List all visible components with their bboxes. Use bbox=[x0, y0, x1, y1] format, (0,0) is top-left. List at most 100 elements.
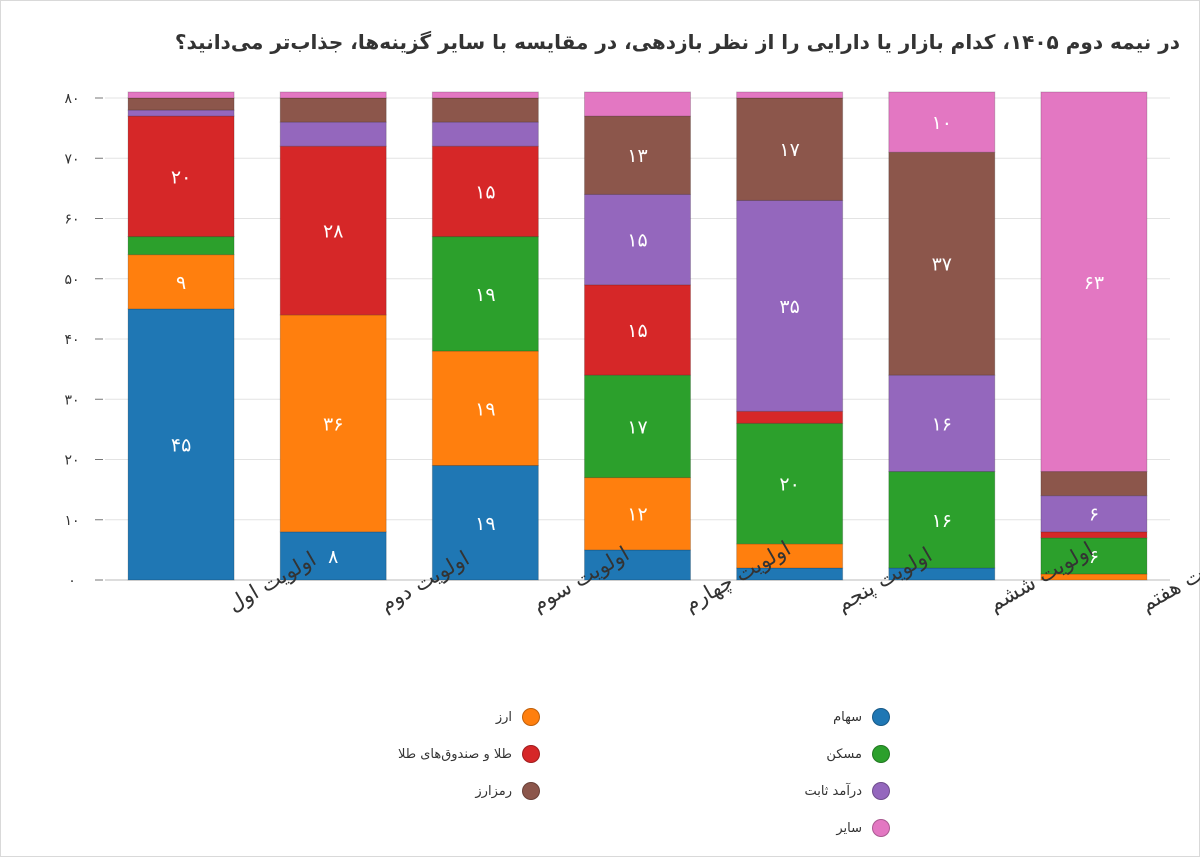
legend-swatch bbox=[872, 782, 890, 800]
bar-segment bbox=[431, 465, 539, 581]
bar-segment bbox=[888, 91, 996, 153]
data-label: ۶ bbox=[1089, 546, 1099, 568]
bar-segment bbox=[736, 543, 844, 569]
bar-segment bbox=[279, 91, 387, 99]
data-label: ۸ bbox=[328, 546, 338, 568]
bar-segment bbox=[279, 121, 387, 147]
y-tick-label: ۳۰ bbox=[64, 392, 79, 408]
bar-segment bbox=[584, 193, 691, 286]
bar-segment bbox=[279, 97, 387, 123]
y-tick-label: ۸۰ bbox=[64, 91, 79, 107]
bar-segment bbox=[127, 91, 235, 99]
y-tick-label: ۷۰ bbox=[64, 151, 79, 167]
data-label: ۲۸ bbox=[323, 221, 343, 243]
legend-item: طلا و صندوق‌های طلا bbox=[398, 745, 540, 763]
y-axis-ticks: ۰ ۱۰ ۲۰ ۳۰ ۴۰ ۵۰ ۶۰ ۷۰ ۸۰ bbox=[64, 91, 103, 589]
bar-segment bbox=[127, 236, 235, 256]
data-label: ۱۳ bbox=[627, 145, 647, 167]
legend-label: سایر bbox=[836, 820, 862, 836]
bar-segment bbox=[888, 471, 996, 569]
bar-segment bbox=[736, 567, 844, 581]
legend-swatch bbox=[872, 708, 890, 726]
bar-segment bbox=[1040, 531, 1148, 539]
bar-segment bbox=[1040, 471, 1148, 497]
bars bbox=[127, 91, 1148, 581]
bar-segment bbox=[1040, 537, 1148, 575]
legend-label: سهام bbox=[833, 709, 862, 725]
bar-segment bbox=[127, 115, 235, 238]
legend-label: مسکن bbox=[826, 746, 862, 762]
bar-segment bbox=[584, 477, 691, 551]
legend-swatch bbox=[522, 708, 540, 726]
legend-label: درآمد ثابت bbox=[804, 783, 862, 799]
bar-segment bbox=[431, 236, 539, 352]
y-tick-label: ۶۰ bbox=[64, 212, 79, 228]
data-label: ۲۰ bbox=[779, 474, 799, 496]
bar-segment bbox=[127, 109, 235, 117]
bar-segment bbox=[736, 199, 844, 412]
x-category-label: اولویت دوم bbox=[376, 546, 474, 616]
data-label: ۱۰ bbox=[932, 112, 952, 134]
bar-segment bbox=[736, 91, 844, 99]
y-tick-label: ۰ bbox=[68, 573, 76, 589]
bar-segment bbox=[431, 121, 539, 147]
bar-segment bbox=[431, 91, 539, 99]
bar-segment bbox=[431, 145, 539, 238]
data-label: ۳۷ bbox=[932, 254, 952, 276]
bar-segment bbox=[584, 549, 691, 581]
bar-segment bbox=[1040, 91, 1148, 473]
legend-item: سهام bbox=[833, 708, 890, 726]
data-label: ۳۶ bbox=[323, 413, 343, 435]
legend-item: سایر bbox=[836, 819, 890, 837]
bar-segment bbox=[431, 350, 539, 467]
data-label: ۱۵ bbox=[475, 181, 495, 203]
data-label: ۱۵ bbox=[627, 320, 647, 342]
bar-segment bbox=[127, 308, 235, 581]
data-label: ۴۵ bbox=[171, 434, 191, 456]
bar-segment bbox=[279, 314, 387, 533]
bar-segment bbox=[279, 145, 387, 316]
y-tick-label: ۲۰ bbox=[64, 453, 79, 469]
bar-segment bbox=[127, 254, 235, 310]
legend-label: ارز bbox=[495, 709, 512, 725]
legend-item: درآمد ثابت bbox=[804, 782, 890, 800]
legend-swatch bbox=[522, 782, 540, 800]
y-tick-label: ۱۰ bbox=[64, 513, 79, 529]
legend-item: مسکن bbox=[826, 745, 890, 763]
data-label: ۹ bbox=[176, 272, 186, 294]
data-label: ۶۳ bbox=[1084, 272, 1104, 294]
data-label: ۱۲ bbox=[627, 504, 647, 526]
bar-segment bbox=[1040, 495, 1148, 533]
data-label: ۱۷ bbox=[627, 416, 647, 438]
data-label: ۶ bbox=[1089, 504, 1099, 526]
bar-segment bbox=[127, 97, 235, 111]
data-label: ۱۹ bbox=[475, 513, 495, 535]
chart-title: در نیمه دوم ۱۴۰۵، کدام بازار یا دارایی ر… bbox=[174, 30, 1180, 54]
data-label: ۱۵ bbox=[627, 230, 647, 252]
legend-item: ارز bbox=[496, 708, 540, 726]
bar-segment bbox=[736, 422, 844, 545]
legend-item: رمزارز bbox=[475, 782, 540, 800]
data-labels: ۴۵ ۹ ۲۰ ۸ ۳۶ ۲۸ ۱۹ ۱۹ ۱۹ ۱۵ ۱۲ ۱۷ ۱۵ ۱۵ ۱۳ ۲۰ ۳۵ ۱۷ ۱۶ ۱۶ ۳۷… bbox=[171, 112, 1104, 568]
data-label: ۱۶ bbox=[932, 510, 952, 532]
y-tick-label: ۵۰ bbox=[64, 272, 79, 288]
bar-segment bbox=[584, 91, 691, 117]
bar-segment bbox=[431, 97, 539, 123]
bar-segment bbox=[736, 410, 844, 424]
data-label: ۱۹ bbox=[475, 284, 495, 306]
bar-segment bbox=[584, 115, 691, 195]
data-label: ۱۹ bbox=[475, 398, 495, 420]
bar-segment bbox=[736, 97, 844, 201]
bar-segment bbox=[279, 531, 387, 581]
legend-swatch bbox=[522, 745, 540, 763]
bar-segment bbox=[888, 151, 996, 376]
data-label: ۲۰ bbox=[171, 166, 191, 188]
legend-label: رمزارز bbox=[475, 783, 512, 799]
bar-segment bbox=[888, 374, 996, 473]
legend-label: طلا و صندوق‌های طلا bbox=[397, 746, 512, 762]
legend-swatch bbox=[872, 819, 890, 837]
bar-segment bbox=[584, 374, 691, 479]
legend-swatch bbox=[872, 745, 890, 763]
data-label: ۱۶ bbox=[932, 413, 952, 435]
